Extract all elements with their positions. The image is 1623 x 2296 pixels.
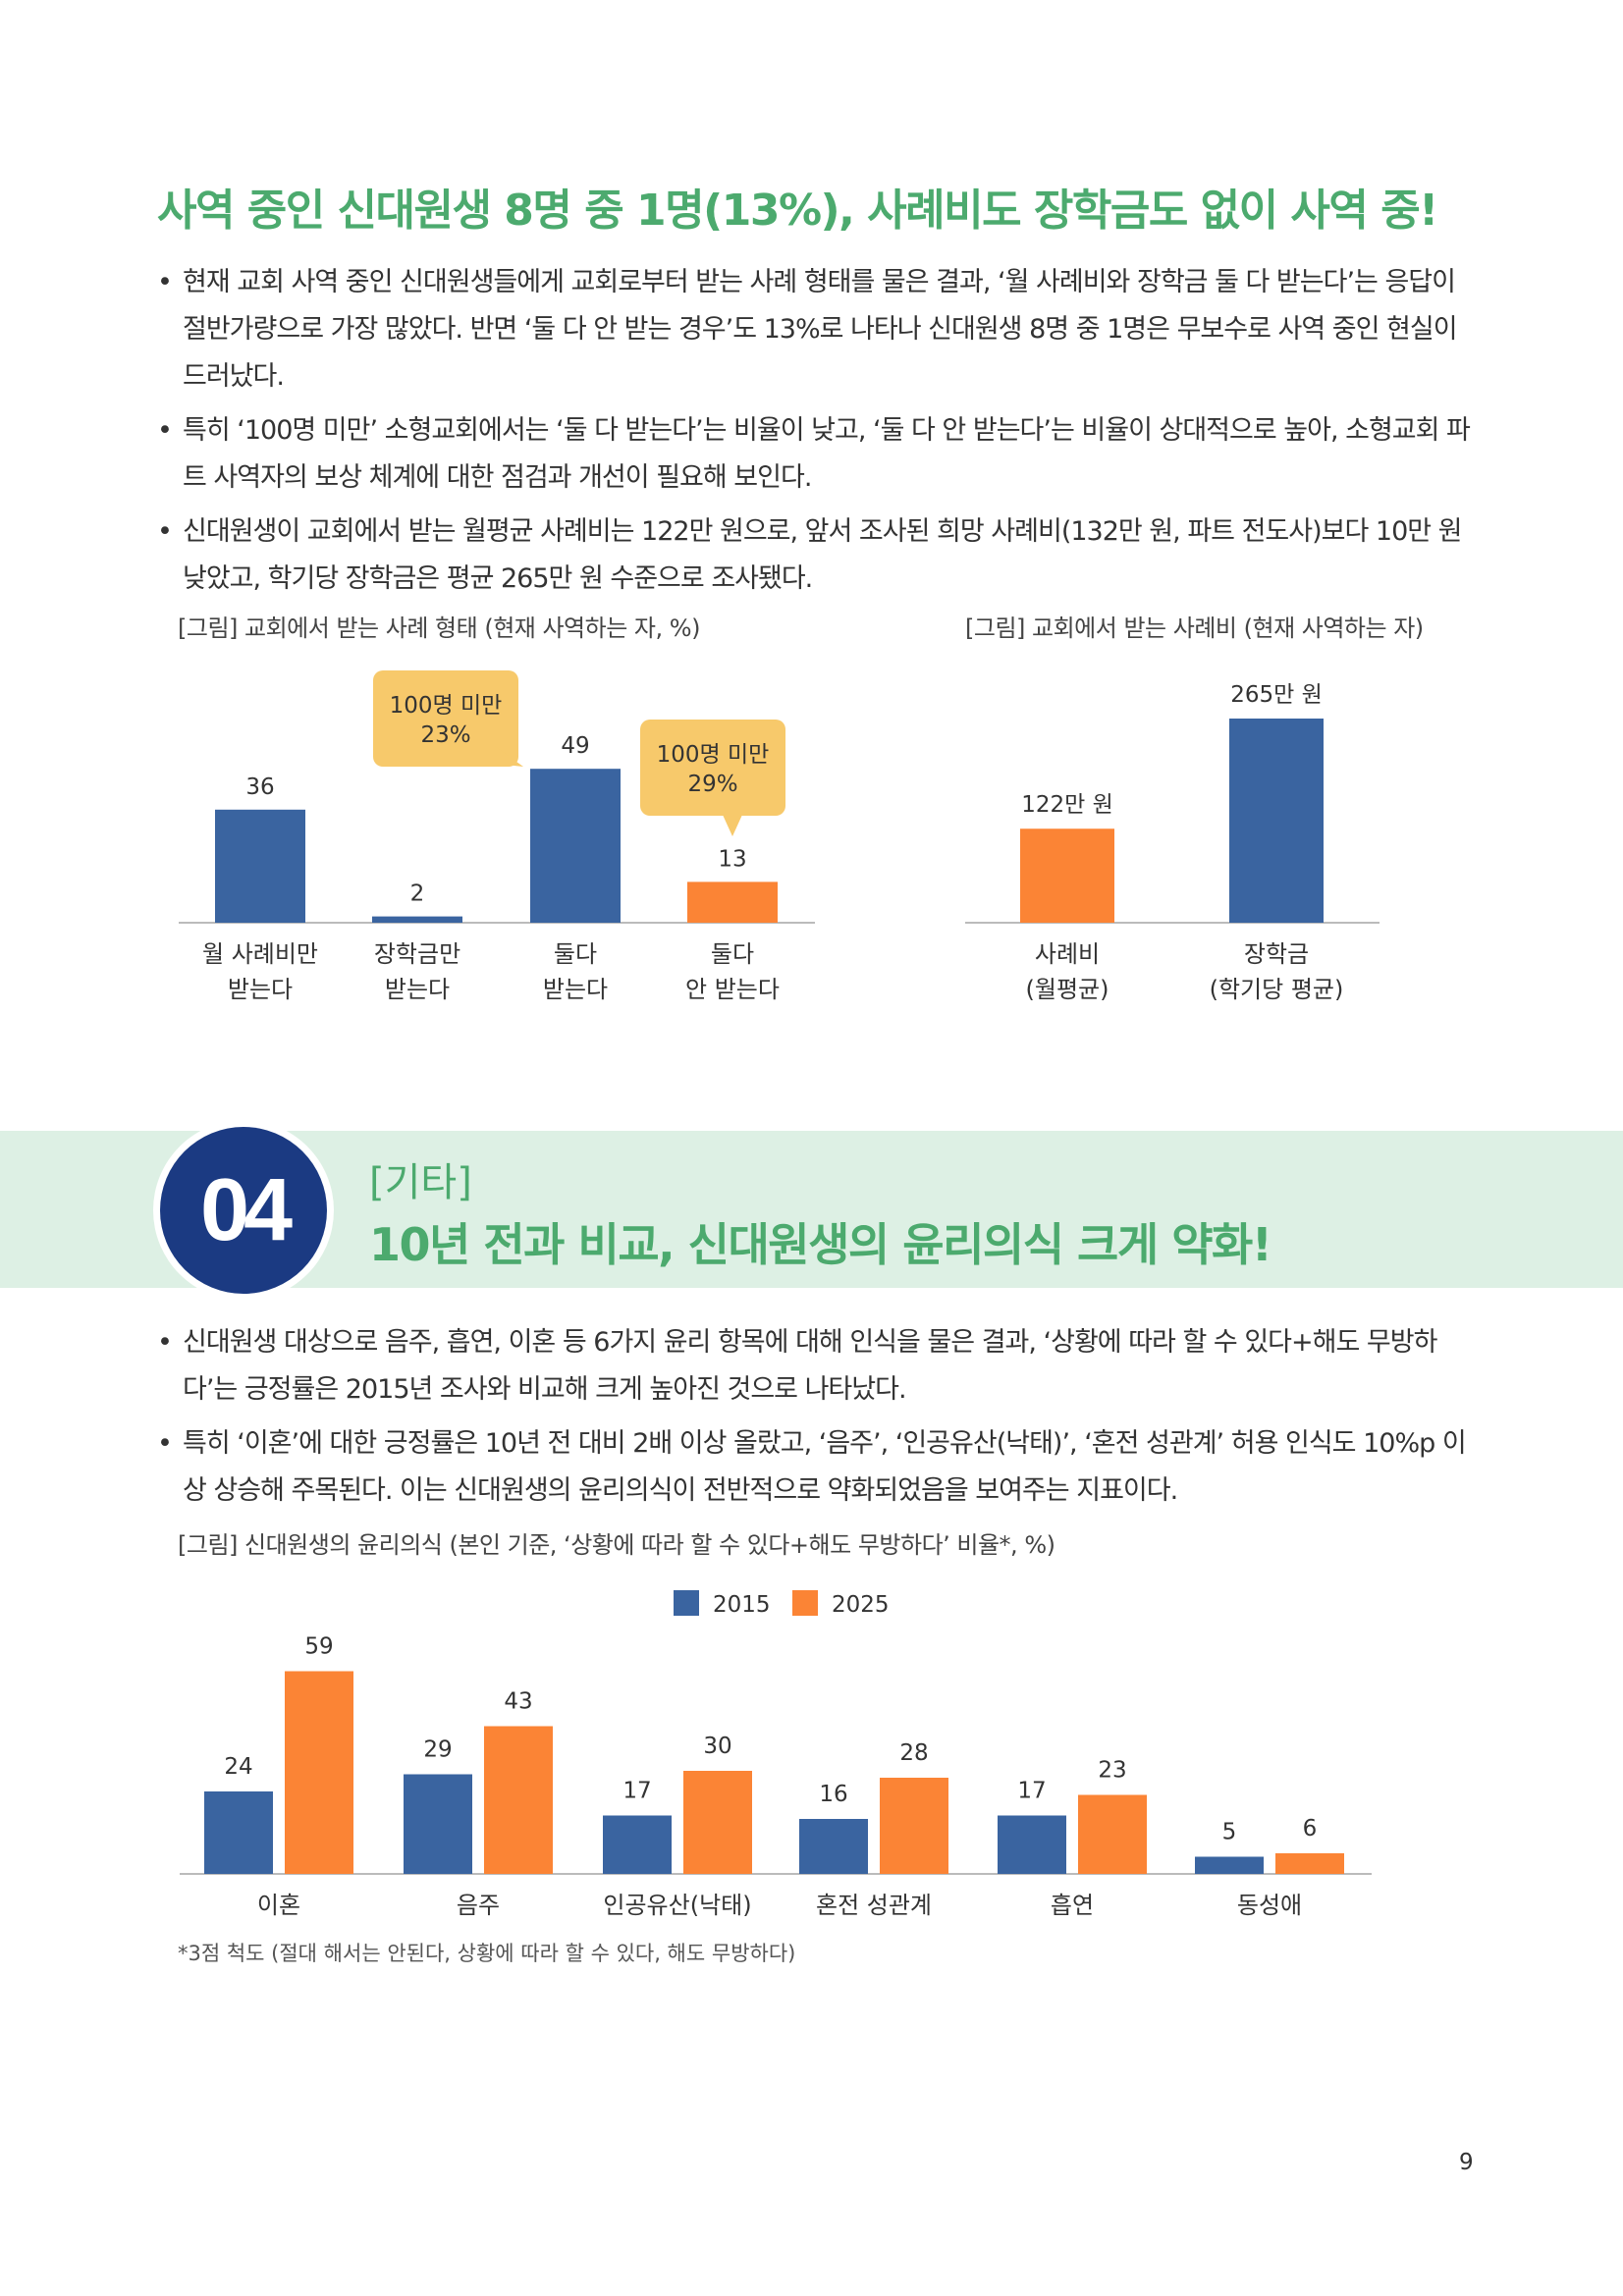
category-label: 받는다 (543, 976, 608, 1003)
bar-value-label: 17 (622, 1779, 651, 1804)
bullet-item: 특히 ‘100명 미만’ 소형교회에서는 ‘둘 다 받는다’는 비율이 낮고, … (157, 407, 1473, 502)
bar-2015-1 (404, 1774, 472, 1874)
bar-2025-4 (1078, 1794, 1147, 1874)
bar-value-label: 16 (819, 1782, 847, 1807)
section-tag: [기타] (369, 1160, 472, 1205)
page-number: 9 (1459, 2150, 1474, 2175)
bar-0 (215, 809, 305, 923)
category-label: 이혼 (257, 1892, 300, 1919)
bar-1 (1229, 719, 1324, 923)
bar-2025-2 (683, 1771, 752, 1874)
figure-caption-type: [그림] 교회에서 받는 사례 형태 (현재 사역하는 자, %) (178, 614, 700, 642)
bullet-item: 현재 교회 사역 중인 신대원생들에게 교회로부터 받는 사례 형태를 물은 결… (157, 259, 1473, 400)
bar-1 (372, 916, 462, 923)
footnote: *3점 척도 (절대 해서는 안된다, 상황에 따라 할 수 있다, 해도 무방… (178, 1942, 796, 1965)
bar-value-label: 122만 원 (1021, 792, 1113, 818)
category-label: 장학금 (1244, 940, 1309, 968)
category-label: (학기당 평균) (1210, 976, 1344, 1003)
bullet-item: 신대원생이 교회에서 받는 월평균 사례비는 122만 원으로, 앞서 조사된 … (157, 508, 1473, 603)
bar-2 (530, 769, 621, 923)
bar-value-label: 17 (1017, 1779, 1046, 1804)
category-label: 장학금만 (374, 940, 460, 968)
bar-2025-1 (484, 1726, 553, 1874)
callout-text: 100명 미만 (390, 693, 503, 719)
bar-value-label: 23 (1098, 1758, 1126, 1784)
callout-text: 23% (420, 722, 470, 748)
bar-3 (687, 881, 778, 923)
section1-bullets: 현재 교회 사역 중인 신대원생들에게 교회로부터 받는 사례 형태를 물은 결… (157, 259, 1473, 604)
callout-text: 29% (687, 772, 737, 797)
bar-2015-4 (998, 1815, 1066, 1874)
bar-2025-0 (285, 1671, 353, 1874)
category-label: 사례비 (1035, 940, 1100, 968)
category-label: 둘다 (554, 940, 597, 968)
bar-2025-3 (880, 1778, 948, 1874)
bar-2015-5 (1195, 1856, 1264, 1874)
section-title: 10년 전과 비교, 신대원생의 윤리의식 크게 약화! (369, 1218, 1272, 1271)
category-label: 흡연 (1051, 1892, 1094, 1919)
figure-caption-pay: [그림] 교회에서 받는 사례비 (현재 사역하는 자) (965, 614, 1424, 642)
category-label: 인공유산(낙태) (603, 1892, 751, 1919)
callout-pointer (723, 815, 742, 836)
bar-value-label: 43 (504, 1689, 532, 1715)
bar-2015-0 (204, 1791, 273, 1874)
bar-value-label: 28 (899, 1740, 928, 1766)
callout-box (640, 720, 785, 816)
category-label: 혼전 성관계 (816, 1892, 932, 1919)
callout-box (373, 670, 518, 767)
bullet-item: 신대원생 대상으로 음주, 흡연, 이혼 등 6가지 윤리 항목에 대해 인식을… (157, 1319, 1473, 1414)
category-label: 월 사례비만 (202, 940, 318, 968)
category-label: 음주 (457, 1892, 500, 1919)
callout-text: 100명 미만 (657, 742, 770, 768)
bar-value-label: 6 (1303, 1816, 1318, 1842)
category-label: 안 받는다 (685, 976, 780, 1003)
bar-value-label: 30 (703, 1734, 731, 1759)
bar-0 (1020, 828, 1114, 923)
section-number-badge: 04 (153, 1120, 334, 1301)
callout-pointer (495, 746, 523, 767)
bar-value-label: 36 (245, 774, 274, 800)
category-label: 동성애 (1237, 1892, 1302, 1919)
bar-value-label: 5 (1222, 1820, 1237, 1845)
category-label: 둘다 (711, 940, 754, 968)
bar-value-label: 13 (718, 846, 746, 872)
legend-label: 2015 (713, 1592, 771, 1618)
section-headline: 사역 중인 신대원생 8명 중 1명(13%), 사례비도 장학금도 없이 사역… (157, 186, 1438, 236)
section2-bullets: 신대원생 대상으로 음주, 흡연, 이혼 등 6가지 윤리 항목에 대해 인식을… (157, 1319, 1473, 1516)
chart-ethics: 2015 2025 24 59 이혼 29 43 음주 17 30 인공유산(낙태) 16 28 혼전 성… (180, 1590, 1372, 1919)
callout-small-church-both: 100명 미만 23% (373, 670, 523, 767)
figure-caption-ethics: [그림] 신대원생의 윤리의식 (본인 기준, ‘상황에 따라 할 수 있다+해… (178, 1531, 1055, 1559)
section-number: 04 (160, 1127, 327, 1294)
bar-2015-3 (799, 1819, 868, 1874)
bar-value-label: 265만 원 (1230, 682, 1323, 708)
legend-swatch-2015 (674, 1590, 699, 1616)
category-label: (월평균) (1026, 976, 1109, 1003)
bar-value-label: 29 (423, 1737, 452, 1763)
bar-value-label: 24 (224, 1754, 252, 1780)
bar-2015-2 (603, 1815, 672, 1874)
category-label: 받는다 (385, 976, 450, 1003)
bar-value-label: 59 (304, 1634, 333, 1660)
bullet-item: 특히 ‘이혼’에 대한 긍정률은 10년 전 대비 2배 이상 올랐고, ‘음주… (157, 1420, 1473, 1515)
bar-2025-5 (1275, 1853, 1344, 1874)
bar-value-label: 2 (410, 881, 425, 907)
legend-swatch-2025 (792, 1590, 818, 1616)
category-label: 받는다 (228, 976, 293, 1003)
callout-small-church-none: 100명 미만 29% (640, 720, 785, 836)
bar-value-label: 49 (561, 733, 589, 759)
legend-label: 2025 (832, 1592, 890, 1618)
